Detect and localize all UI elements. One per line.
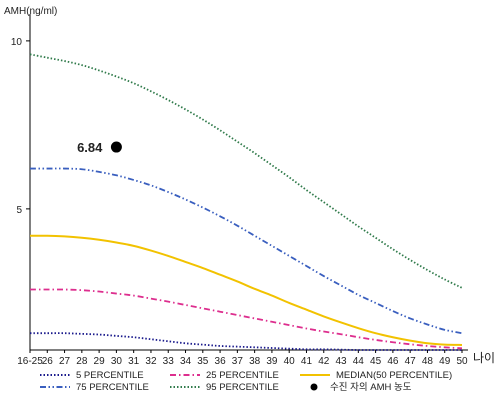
axes [29,14,468,351]
legend: 5 PERCENTILE 25 PERCENTILE MEDIAN(50 PERCE… [40,370,452,393]
x-tick-label: 16-25 [17,356,43,367]
legend-label-95-percentile: 95 PERCENTILE [206,382,279,393]
x-tick-label: 47 [405,356,417,367]
x-tick-label: 39 [266,356,278,367]
x-axis-label: 나이 [473,351,495,365]
legend-label-75-percentile: 75 PERCENTILE [76,382,149,393]
series-line-5-percentile [29,332,462,351]
x-tick-label: 34 [180,356,192,367]
series-line-median-50-percentile [29,234,463,346]
x-tick-label: 37 [232,356,244,367]
legend-label-5-percentile: 5 PERCENTILE [76,370,144,381]
x-tick-label: 36 [215,356,227,367]
x-tick-label: 48 [422,356,434,367]
x-tick-label: 35 [197,356,209,367]
x-tick-label: 46 [387,356,399,367]
series-line-75-percentile [29,167,463,335]
x-tick-label: 45 [370,356,382,367]
x-tick-label: 28 [76,356,88,367]
x-tick-label: 27 [59,356,71,367]
x-tick-label: 26 [42,356,54,367]
x-tick-label: 43 [335,356,347,367]
series-line-95-percentile [29,53,463,289]
x-tick-label: 29 [94,356,106,367]
legend-label-25-percentile: 25 PERCENTILE [206,370,279,381]
y-ticks: 10 5 [11,37,30,216]
series-layer [29,53,463,351]
x-tick-label: 41 [301,356,313,367]
x-tick-label: 31 [128,356,140,367]
marker-layer: 6.84 [77,140,122,155]
x-tick-label: 32 [145,356,157,367]
amh-marker-dot [110,141,122,153]
y-tick-label: 10 [11,37,23,48]
series-line-25-percentile [29,288,463,350]
legend-label-amh-marker: 수진 자의 AMH 농도 [330,382,412,393]
x-tick-label: 40 [284,356,296,367]
amh-marker-value-label: 6.84 [77,140,103,155]
x-tick-label: 38 [249,356,261,367]
x-tick-label: 42 [318,356,330,367]
legend-swatch-amh-marker [310,383,318,391]
x-tick-label: 33 [163,356,175,367]
x-tick-label: 30 [111,356,123,367]
y-tick-label: 5 [16,205,22,216]
y-axis-label: AMH(ng/ml) [4,6,57,17]
x-tick-label: 44 [353,356,365,367]
legend-label-median-50-percentile: MEDIAN(50 PERCENTILE) [336,370,452,381]
x-tick-label: 50 [456,356,468,367]
x-tick-label: 49 [439,356,451,367]
